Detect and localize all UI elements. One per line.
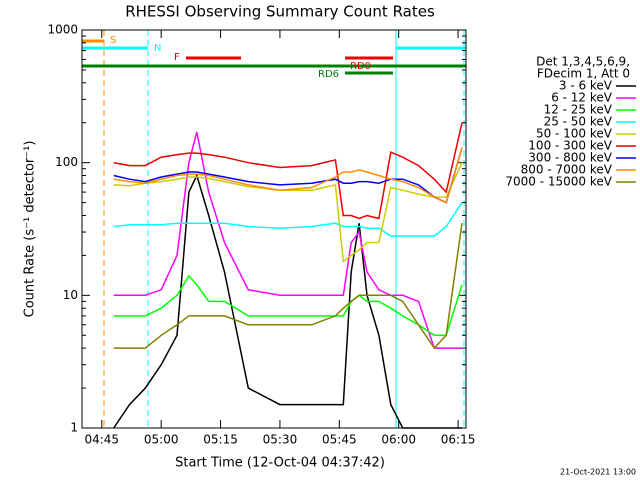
- chart-title: RHESSI Observing Summary Count Rates: [125, 3, 435, 21]
- y-tick-label: 10: [63, 288, 78, 302]
- x-tick-label: 06:00: [381, 433, 416, 447]
- series-line: [113, 131, 462, 349]
- annotation: F: [174, 52, 180, 63]
- series-line: [113, 223, 463, 350]
- x-tick-label: 05:30: [263, 433, 298, 447]
- legend-label: 3 - 6 keV: [559, 79, 613, 93]
- plot-frame: [81, 29, 467, 429]
- legend-label: 50 - 100 keV: [536, 127, 613, 141]
- series-line: [113, 147, 463, 204]
- series-line: [113, 274, 463, 337]
- series-line: [113, 202, 463, 237]
- x-axis-label: Start Time (12-Oct-04 04:37:42): [175, 456, 385, 471]
- legend-label: 800 - 7000 keV: [521, 163, 613, 177]
- y-tick-label: 1000: [47, 23, 78, 37]
- legend-title: FDecim 1, Att 0: [537, 67, 630, 81]
- x-tick-label: 05:00: [144, 433, 179, 447]
- x-tick-label: 04:45: [84, 433, 119, 447]
- y-axis-label: Count Rate (s⁻¹ detector⁻¹): [23, 141, 38, 318]
- series-line: [113, 147, 463, 204]
- legend-label: 300 - 800 keV: [528, 151, 612, 165]
- series-line: [113, 122, 463, 220]
- legend-title: Det 1,3,4,5,6,9,: [536, 55, 630, 69]
- x-tick-label: 06:15: [441, 433, 476, 447]
- annotation: S: [110, 35, 116, 46]
- series-line: [113, 173, 462, 429]
- x-tick-label: 05:15: [203, 433, 238, 447]
- annotation: RD0: [350, 61, 371, 72]
- annotation: RD6: [318, 69, 339, 80]
- x-tick-label: 05:45: [322, 433, 357, 447]
- y-tick-label: 1: [70, 421, 78, 435]
- footer: 21-Oct-2021 13:00: [560, 468, 636, 477]
- annotation: N: [154, 43, 161, 54]
- legend-label: 6 - 12 keV: [551, 91, 613, 105]
- legend-label: 25 - 50 keV: [544, 115, 613, 129]
- legend-label: 100 - 300 keV: [528, 139, 612, 153]
- legend-label: 7000 - 15000 keV: [505, 175, 612, 189]
- y-tick-label: 100: [55, 155, 78, 169]
- series-line: [113, 162, 463, 263]
- legend-label: 12 - 25 keV: [544, 103, 613, 117]
